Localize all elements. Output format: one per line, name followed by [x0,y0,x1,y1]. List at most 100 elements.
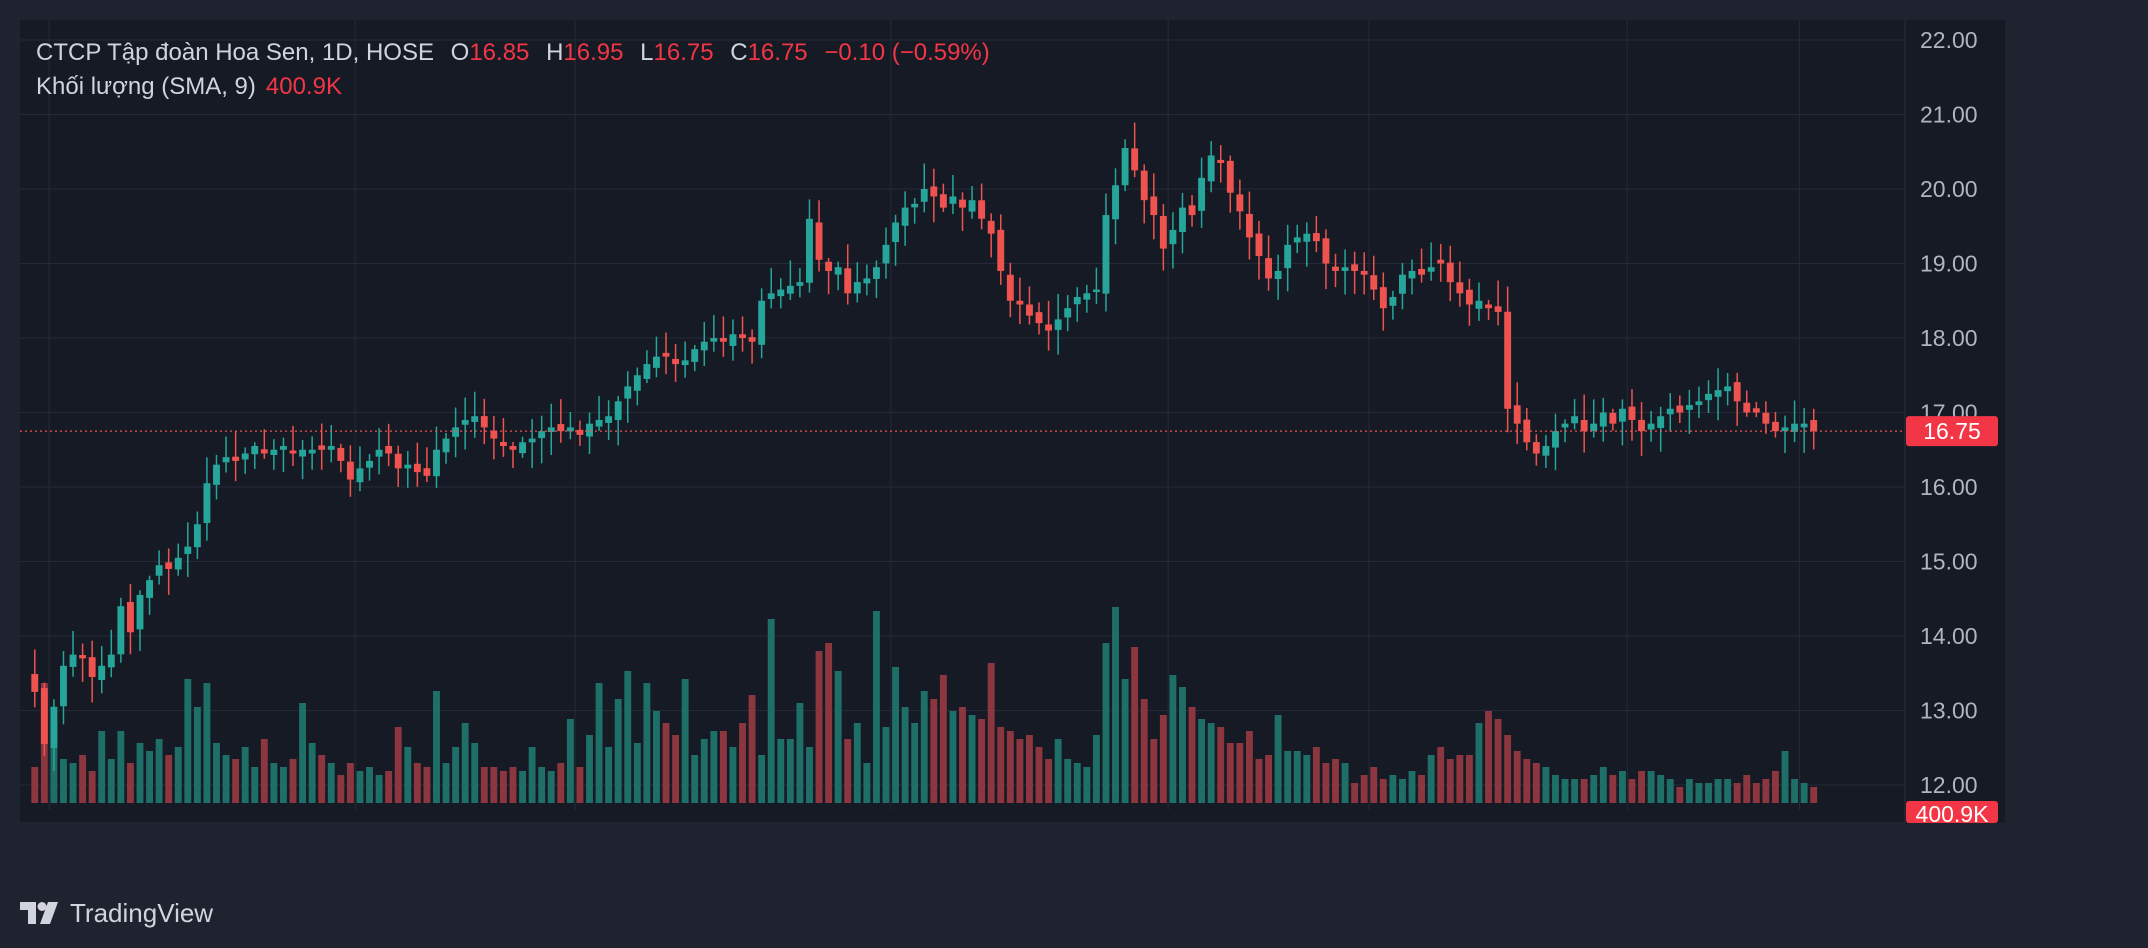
candle-body [748,337,756,342]
tradingview-branding[interactable]: TradingView [20,895,213,931]
volume-bar [987,663,995,803]
volume-bar [605,747,613,803]
volume-bar [299,703,307,803]
candle-body [519,442,526,454]
volume-bar [1523,759,1531,803]
volume-bar [413,763,421,803]
volume-bar [1303,755,1311,803]
candle-body [1303,233,1311,242]
candle-body [1016,300,1024,305]
volume-bar [1236,743,1244,803]
volume-bar [758,755,766,803]
candle-body [1092,289,1100,293]
volume-bar [1370,767,1378,803]
volume-bar [1685,779,1693,803]
volume-bar [1408,771,1416,803]
volume-bar [452,747,460,803]
volume-bar [595,683,603,803]
candle-body [423,468,431,476]
volume-bar [1179,687,1186,803]
price-tick-label: 13.00 [1920,698,1978,724]
time-tick-label: Tháng 9 [1127,822,1219,823]
candle-body [442,438,450,453]
candle-body [203,483,211,523]
volume-bar [98,731,106,803]
volume-bar [968,715,976,803]
volume-bar [1465,755,1473,803]
time-tick-label: Tháng 6 [319,822,411,823]
candle-body [184,546,192,554]
candle-body [79,655,87,659]
volume-bar [1312,747,1320,803]
time-tick-label: Tháng 10 [1321,822,1426,823]
candle-body [1322,238,1330,264]
volume-bar [1724,779,1732,803]
candle-body [681,360,689,366]
candlestick-chart[interactable]: 22.0021.0020.0019.0018.0017.0016.0015.00… [20,20,2005,823]
candle-body [1169,229,1177,245]
candle-body [241,453,249,460]
candle-body [394,453,402,469]
volume-bar [1666,779,1674,803]
candle-body [1360,270,1368,275]
candle-body [959,199,966,208]
volume-bar [1121,679,1129,803]
volume-bar [700,739,708,803]
candle-body [1437,259,1445,264]
candle-body [327,446,335,450]
candle-body [509,446,517,450]
volume-bar [499,771,507,803]
volume-bar [844,739,852,803]
candle-body [318,445,326,450]
volume-bar [1188,707,1196,803]
candle-body [1762,412,1770,424]
volume-bar [1752,783,1760,803]
candle-body [31,673,39,692]
volume-bar [1140,699,1148,803]
candle-body [1552,431,1559,448]
candle-body [1456,282,1464,294]
candle-body [1054,319,1062,330]
volume-bar [404,747,412,803]
volume-bar [327,763,335,803]
volume-bar [79,755,87,803]
volume-bar [423,767,431,803]
candle-body [375,449,383,457]
candle-body [60,665,67,707]
candle-body [1705,393,1712,401]
volume-bar [853,723,861,803]
volume-bar [174,747,182,803]
candle-body [146,580,153,598]
volume-bar [1006,731,1014,803]
candle-body [69,654,77,667]
candle-body [825,261,833,271]
candle-body [1255,233,1263,257]
volume-bar [911,723,919,803]
volume-bar [213,743,220,803]
volume-bar [270,763,278,803]
candle-body [1274,270,1282,279]
candle-body [40,688,48,745]
candle-body [1475,300,1483,309]
volume-bar [1265,755,1272,803]
candle-body [844,268,852,294]
price-tick-label: 21.00 [1920,102,1978,128]
chart-pane[interactable]: 22.00 21.00 20.00 19.00 18.00 17.00 16.00 15.00… [20,20,2005,823]
candle-body [777,289,785,297]
time-tick-label: Tháng Năm [32,822,163,823]
low-key: L [640,39,654,66]
volume-bar [1676,787,1684,803]
volume-bar [1561,779,1569,803]
volume-bar [1504,735,1512,803]
candle-body [595,419,603,427]
candle-body [289,450,297,454]
volume-line: Khối lượng (SMA, 9) 400.9K [36,70,990,104]
candle-body [662,352,670,357]
candle-body [385,445,393,454]
volume-bar [863,763,871,803]
candle-body [1418,268,1426,275]
volume-bar [289,759,297,803]
ohlc-line: CTCP Tập đoàn Hoa Sen, 1D, HOSE O16.85 H… [36,36,990,70]
candle-body [471,416,479,422]
